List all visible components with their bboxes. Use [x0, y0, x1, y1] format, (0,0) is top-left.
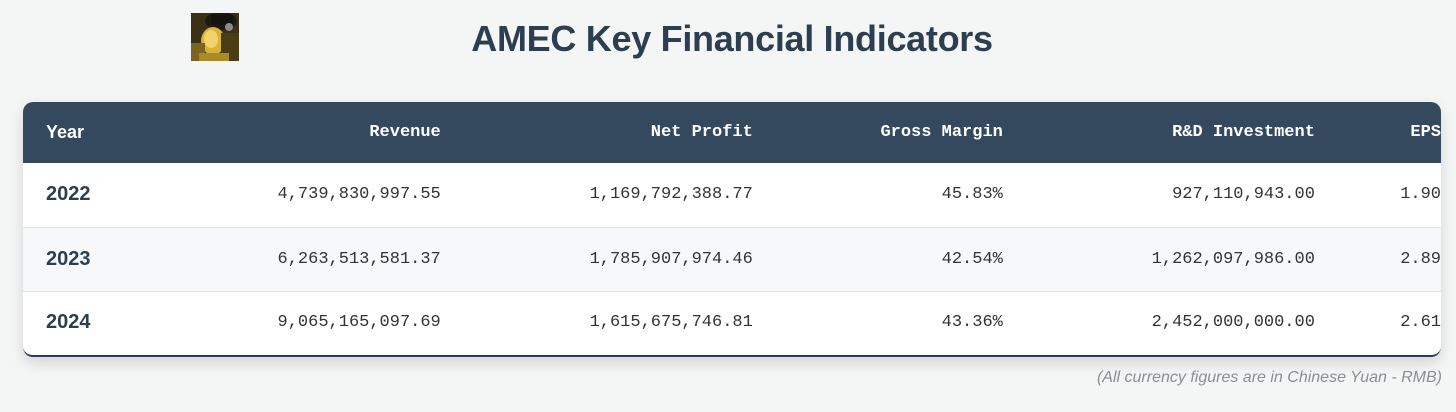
avatar-image [191, 13, 239, 61]
column-header-net-profit[interactable]: Net Profit [650, 123, 753, 142]
column-header-rd-investment[interactable]: R&D Investment [1172, 123, 1315, 142]
column-header-year[interactable]: Year [46, 122, 85, 142]
page-header: AMEC Key Financial Indicators [0, 0, 1456, 90]
cell-revenue: 6,263,513,581.37 [277, 249, 441, 269]
cell-revenue: 4,739,830,997.55 [277, 185, 441, 205]
page-title: AMEC Key Financial Indicators [471, 18, 993, 59]
cell-year: 2024 [46, 311, 91, 334]
cell-gross-margin: 42.54% [941, 249, 1003, 269]
cell-rd-investment: 927,110,943.00 [1172, 185, 1315, 205]
cell-net-profit: 1,785,907,974.46 [589, 249, 753, 269]
cell-net-profit: 1,615,675,746.81 [589, 313, 753, 333]
column-header-gross-margin[interactable]: Gross Margin [880, 123, 1003, 142]
cell-revenue: 9,065,165,097.69 [277, 313, 441, 333]
cell-gross-margin: 43.36% [941, 313, 1003, 333]
currency-footnote: (All currency figures are in Chinese Yua… [1096, 369, 1442, 386]
financial-table: Year Revenue Net Profit Gross Margin R&D… [23, 102, 1441, 354]
cell-year: 2023 [46, 247, 91, 270]
financial-table-card: Year Revenue Net Profit Gross Margin R&D… [23, 102, 1441, 357]
cell-eps: 2.61 [1400, 313, 1441, 333]
cell-net-profit: 1,169,792,388.77 [589, 185, 753, 205]
cell-rd-investment: 1,262,097,986.00 [1151, 249, 1315, 269]
table-header-row: Year Revenue Net Profit Gross Margin R&D… [23, 102, 1441, 163]
column-header-eps[interactable]: EPS [1410, 123, 1441, 142]
table-row: 2023 6,263,513,581.37 1,785,907,974.46 4… [23, 227, 1441, 291]
table-row: 2024 9,065,165,097.69 1,615,675,746.81 4… [23, 291, 1441, 354]
cell-rd-investment: 2,452,000,000.00 [1151, 313, 1315, 333]
cell-year: 2022 [46, 183, 91, 206]
cell-eps: 1.90 [1400, 185, 1441, 205]
cell-gross-margin: 45.83% [941, 185, 1003, 205]
column-header-revenue[interactable]: Revenue [369, 123, 441, 142]
cell-eps: 2.89 [1400, 249, 1441, 269]
table-row: 2022 4,739,830,997.55 1,169,792,388.77 4… [23, 163, 1441, 227]
avatar [191, 13, 239, 61]
